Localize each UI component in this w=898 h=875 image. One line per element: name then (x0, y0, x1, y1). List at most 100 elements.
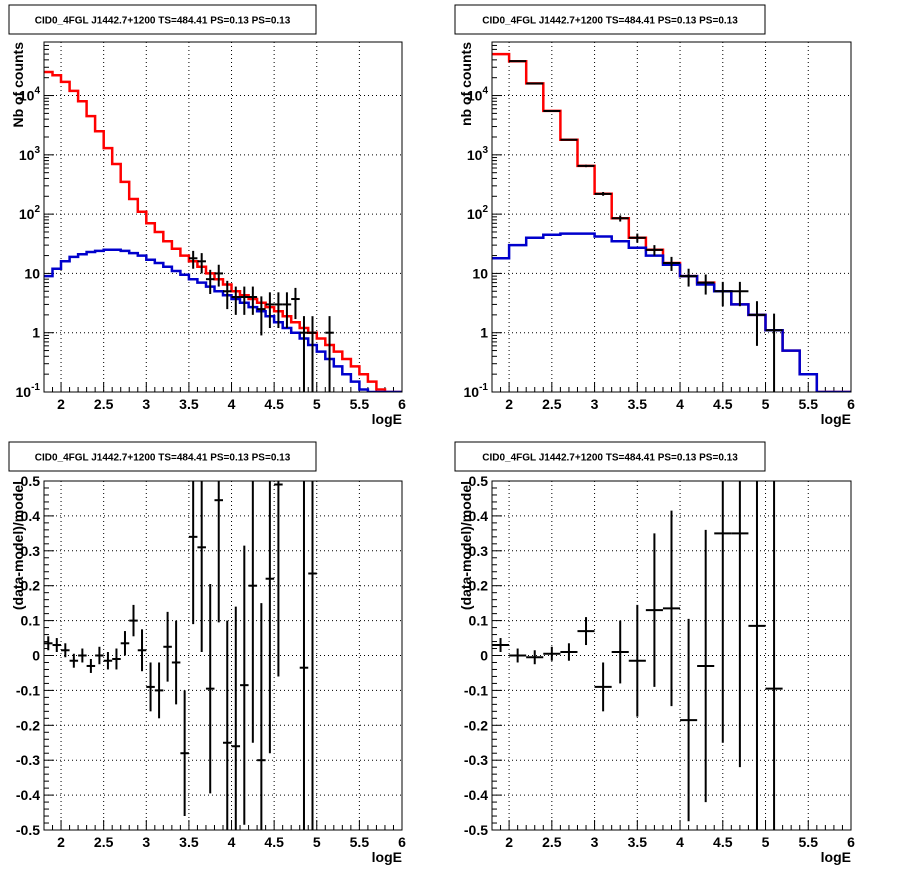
x-tick-label: 4 (228, 834, 236, 850)
chart-panel-4: 2 2.5 3 3.5 4 4.5 5 5.5 6 -0.5 -0.4 -0.3 -0.2 -0.1 0 0.… (454, 441, 855, 865)
plot-area (492, 42, 851, 392)
data-point (697, 529, 715, 803)
y-tick-label: -0.4 (464, 787, 488, 803)
data-point (714, 281, 732, 307)
data-point (543, 109, 561, 112)
chart-title: CID0_4FGL J1442.7+1200 TS=484.41 PS=0.13… (482, 16, 738, 27)
data-point (163, 611, 172, 682)
y-tick-label: 0.5 (469, 473, 489, 489)
data-point (714, 481, 732, 743)
x-tick-label: 6 (398, 834, 406, 850)
x-tick-label: 4 (228, 396, 236, 412)
chart-title: CID0_4FGL J1442.7+1200 TS=484.41 PS=0.13… (482, 453, 738, 464)
data-point (509, 648, 527, 663)
title-box (8, 4, 317, 35)
title-box (454, 441, 766, 472)
data-point (146, 662, 155, 712)
x-tick-label: 4 (676, 834, 684, 850)
y-tick-label: -0.3 (16, 752, 40, 768)
y-tick-label: 0.3 (21, 543, 41, 559)
y-axis-label: (data-model)/model (458, 481, 474, 610)
y-tick-label: -0.1 (464, 682, 488, 698)
data-point (44, 636, 53, 651)
y-tick-label: 10-1 (464, 382, 489, 400)
x-tick-label: 4.5 (264, 834, 284, 850)
chart-title: CID0_4FGL J1442.7+1200 TS=484.41 PS=0.13… (35, 453, 291, 464)
x-tick-label: 6 (847, 396, 855, 412)
chart-panel-1: 2 2.5 3 3.5 4 4.5 5 5.5 6 10-1 1 10 102 103 104 logE Nb … (8, 4, 406, 427)
data-point (240, 545, 249, 825)
data-point (197, 481, 206, 653)
x-axis-label: logE (372, 411, 402, 427)
data-point (645, 533, 663, 687)
x-tick-label: 3 (591, 834, 599, 850)
data-point (577, 164, 595, 168)
data-point (231, 606, 241, 830)
data-point (188, 250, 198, 269)
data-point (731, 281, 749, 307)
title-box (454, 4, 766, 35)
data-point (299, 481, 309, 830)
chart-panel-2: 2 2.5 3 3.5 4 4.5 5 5.5 6 10-1 1 10 102 103 104 logE nb … (454, 4, 855, 427)
data-point (52, 638, 62, 653)
data-point (240, 286, 249, 315)
data-point (154, 662, 164, 719)
data-point (137, 629, 147, 672)
data-point (248, 286, 258, 315)
data-point (526, 650, 544, 665)
x-axis-label: logE (372, 849, 402, 865)
data-point (282, 292, 292, 329)
title-box (8, 441, 317, 472)
y-tick-label: 0.3 (469, 543, 489, 559)
total-model-histogram (44, 70, 402, 392)
y-tick-label: 104 (19, 86, 41, 104)
y-tick-label: 1 (32, 325, 40, 341)
data-point (577, 617, 595, 646)
data-point (291, 287, 300, 320)
x-tick-label: 2.5 (94, 396, 114, 412)
y-axis-label: Nb of counts (10, 42, 26, 128)
x-tick-label: 6 (847, 834, 855, 850)
y-tick-label: 10 (24, 265, 40, 281)
y-tick-label: -0.2 (464, 717, 488, 733)
x-tick-label: 3.5 (628, 834, 648, 850)
data-point (543, 646, 561, 661)
data-point (171, 620, 181, 705)
data-point (492, 638, 510, 653)
y-tick-label: 0 (480, 648, 488, 664)
data-point (611, 620, 629, 684)
y-tick-label: 0.4 (21, 508, 41, 524)
x-axis-label: logE (821, 411, 851, 427)
y-tick-label: 0.1 (21, 613, 41, 629)
data-point (95, 646, 104, 665)
y-tick-label: 102 (19, 204, 41, 222)
y-tick-label: 103 (19, 145, 41, 163)
data-point (205, 269, 215, 294)
data-points (188, 250, 334, 392)
data-point (257, 603, 266, 830)
x-tick-label: 2.5 (94, 834, 114, 850)
data-point (697, 274, 715, 295)
y-axis-label: nb of counts (458, 42, 474, 126)
data-point (299, 316, 309, 392)
x-tick-label: 3 (142, 396, 150, 412)
y-tick-label: -0.4 (16, 787, 40, 803)
data-point (197, 253, 206, 274)
chart-panel-3: 2 2.5 3 3.5 4 4.5 5 5.5 6 -0.5 -0.4 -0.3 -0.2 -0.1 0 0.… (8, 441, 406, 865)
data-point (69, 653, 79, 668)
data-point (765, 313, 783, 392)
y-tick-label: 10 (472, 265, 488, 281)
y-tick-label: -0.2 (16, 717, 40, 733)
data-point (628, 233, 646, 243)
data-point (223, 620, 232, 830)
source-model-histogram (44, 248, 402, 392)
x-tick-label: 3 (142, 834, 150, 850)
x-tick-label: 2.5 (542, 396, 562, 412)
data-point (560, 643, 578, 661)
data-point (308, 316, 317, 392)
x-tick-label: 5 (762, 834, 770, 850)
data-point (680, 618, 698, 822)
data-point (120, 631, 130, 656)
x-tick-label: 5 (313, 834, 321, 850)
